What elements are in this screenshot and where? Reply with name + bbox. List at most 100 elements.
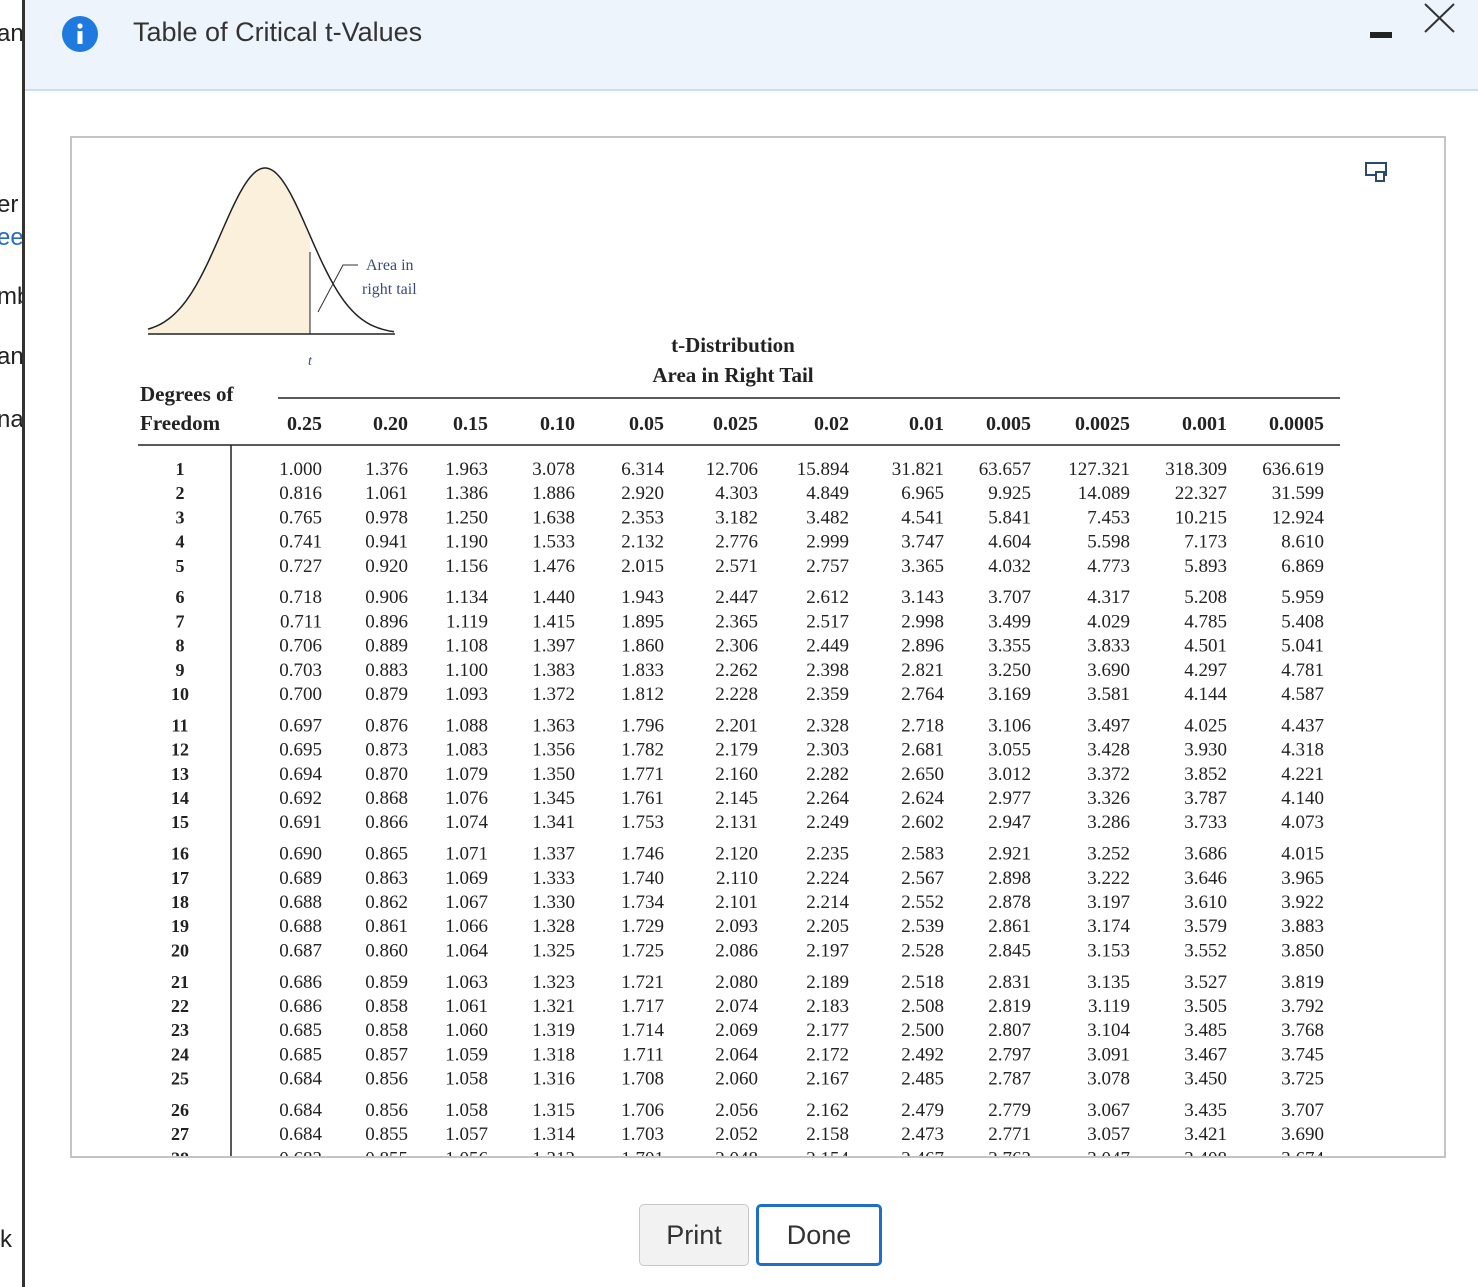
column-header: 0.10 — [540, 413, 575, 435]
table-cell: 0.941 — [365, 532, 408, 553]
t-label: t — [308, 354, 313, 369]
table-cell: 2.110 — [716, 868, 758, 889]
table-cell: 1.721 — [621, 972, 664, 993]
table-cell: 0.855 — [365, 1148, 408, 1169]
table-cell: 5.598 — [1087, 532, 1130, 553]
table-cell: 4.437 — [1281, 715, 1324, 736]
table-cell: 3.768 — [1281, 1020, 1324, 1041]
table-cell: 3.707 — [988, 587, 1031, 608]
table-cell: 1.356 — [532, 740, 575, 761]
info-icon — [62, 16, 98, 52]
table-cell: 1.711 — [622, 1044, 664, 1065]
column-header: 0.01 — [909, 413, 944, 435]
table-cell: 4.144 — [1184, 684, 1227, 705]
table-cell: 1.315 — [532, 1100, 575, 1121]
table-cell: 0.695 — [279, 740, 322, 761]
table-cell: 2.189 — [806, 972, 849, 993]
table-cell: 3.690 — [1281, 1124, 1324, 1145]
table-cell: 0.861 — [365, 916, 408, 937]
table-cell: 0.692 — [279, 788, 322, 809]
table-cell: 1.337 — [532, 844, 575, 865]
curve-label: Area in — [366, 257, 414, 274]
table-cell: 4.785 — [1184, 611, 1227, 632]
table-cell: 4.587 — [1281, 684, 1324, 705]
column-header: 0.025 — [713, 413, 758, 435]
table-cell: 3.326 — [1087, 788, 1130, 809]
table-cell: 2.086 — [715, 940, 758, 961]
figure-title: t-Distribution — [671, 333, 795, 357]
table-cell: 3.286 — [1087, 812, 1130, 833]
table-cell: 6.965 — [901, 483, 944, 504]
dialog-title: Table of Critical t-Values — [133, 17, 423, 47]
table-cell: 4.073 — [1281, 812, 1324, 833]
table-cell: 2.681 — [901, 740, 944, 761]
table-cell: 2.365 — [715, 611, 758, 632]
table-cell: 3.883 — [1281, 916, 1324, 937]
table-cell: 4.025 — [1184, 715, 1227, 736]
column-header: 0.0025 — [1075, 413, 1130, 435]
table-cell: 1.323 — [532, 972, 575, 993]
done-button[interactable]: Done — [756, 1204, 882, 1266]
table-cell: 2.093 — [715, 916, 758, 937]
table-cell: 3.222 — [1087, 868, 1130, 889]
table-cell: 3.428 — [1087, 740, 1130, 761]
table-cell: 1.061 — [365, 483, 408, 504]
table-cell: 3.012 — [988, 764, 1031, 785]
minimize-button[interactable] — [1370, 30, 1394, 40]
df-cell: 13 — [171, 764, 189, 784]
table-cell: 3.106 — [988, 715, 1031, 736]
print-button[interactable]: Print — [639, 1204, 749, 1266]
table-cell: 1.963 — [445, 459, 488, 480]
df-cell: 21 — [171, 972, 189, 992]
table-cell: 2.518 — [901, 972, 944, 993]
table-cell: 1.067 — [445, 892, 488, 913]
table-cell: 2.264 — [806, 788, 849, 809]
table-cell: 1.440 — [532, 587, 575, 608]
table-cell: 3.182 — [715, 507, 758, 528]
table-cell: 3.467 — [1184, 1044, 1227, 1065]
table-cell: 0.688 — [279, 892, 322, 913]
table-cell: 1.321 — [532, 996, 575, 1017]
table-cell: 2.492 — [901, 1044, 944, 1065]
table-cell: 0.697 — [279, 715, 322, 736]
df-cell: 23 — [171, 1020, 189, 1040]
table-cell: 0.684 — [279, 1124, 322, 1145]
df-cell: 3 — [176, 507, 185, 527]
df-label: Degrees of — [140, 382, 234, 406]
table-cell: 3.497 — [1087, 715, 1130, 736]
df-cell: 18 — [171, 892, 189, 912]
table-cell: 0.685 — [279, 1020, 322, 1041]
table-cell: 1.061 — [445, 996, 488, 1017]
table-cell: 0.718 — [279, 587, 322, 608]
table-cell: 2.162 — [806, 1100, 849, 1121]
table-cell: 2.154 — [806, 1148, 849, 1169]
table-cell: 3.372 — [1087, 764, 1130, 785]
table-cell: 2.060 — [715, 1069, 758, 1090]
close-button[interactable] — [1423, 2, 1457, 34]
table-cell: 2.359 — [806, 684, 849, 705]
table-cell: 1.059 — [445, 1044, 488, 1065]
table-cell: 2.048 — [715, 1148, 758, 1169]
table-cell: 1.734 — [621, 892, 664, 913]
table-cell: 1.397 — [532, 636, 575, 657]
table-cell: 1.345 — [532, 788, 575, 809]
table-cell: 636.619 — [1262, 459, 1324, 480]
table-cell: 0.694 — [279, 764, 322, 785]
table-cell: 1.063 — [445, 972, 488, 993]
table-cell: 2.779 — [988, 1100, 1031, 1121]
table-cell: 1.895 — [621, 611, 664, 632]
table-cell: 1.415 — [532, 611, 575, 632]
expand-icon[interactable] — [1365, 162, 1387, 182]
table-cell: 0.856 — [365, 1069, 408, 1090]
table-cell: 1.076 — [445, 788, 488, 809]
table-cell: 1.703 — [621, 1124, 664, 1145]
table-cell: 1.190 — [445, 532, 488, 553]
table-cell: 1.714 — [621, 1020, 664, 1041]
table-cell: 0.857 — [365, 1044, 408, 1065]
table-cell: 0.703 — [279, 660, 322, 681]
df-cell: 27 — [171, 1124, 189, 1144]
table-cell: 1.134 — [445, 587, 488, 608]
table-cell: 1.330 — [532, 892, 575, 913]
column-header: 0.20 — [373, 413, 408, 435]
table-cell: 3.499 — [988, 611, 1031, 632]
